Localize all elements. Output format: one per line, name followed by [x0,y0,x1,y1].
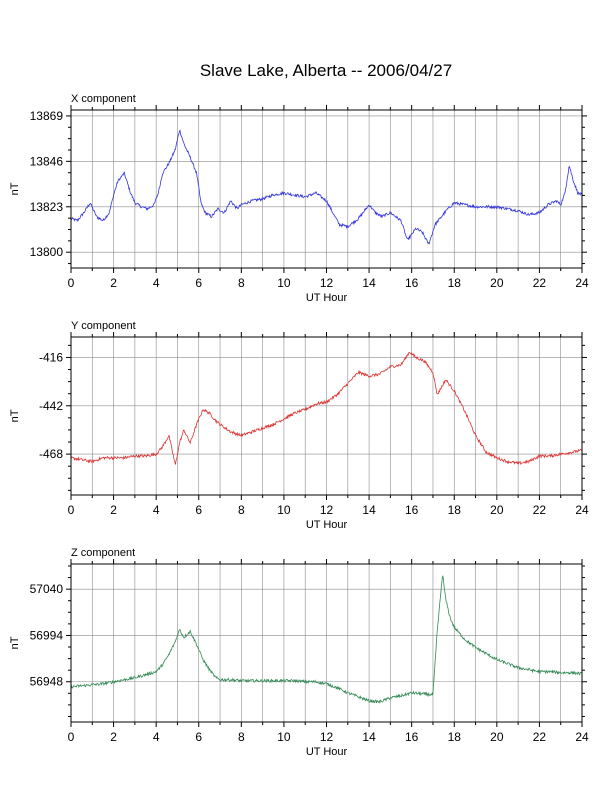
ylabel-y: nT [9,409,21,422]
xtick-label-x: 6 [195,276,202,290]
ylabel-x: nT [9,182,21,195]
xlabel-y: UT Hour [306,519,348,531]
xtick-label-y: 6 [195,503,202,517]
xtick-label-x: 2 [110,276,117,290]
ytick-label-y: -442 [39,399,63,413]
ytick-label-y: -468 [39,447,63,461]
ytick-label-x: 13869 [30,109,64,123]
xtick-label-y: 2 [110,503,117,517]
figure-title: Slave Lake, Alberta -- 2006/04/27 [200,61,452,80]
xtick-label-x: 20 [490,276,504,290]
xtick-label-z: 10 [277,730,291,744]
xtick-label-z: 24 [575,730,589,744]
xtick-label-y: 10 [277,503,291,517]
xlabel-x: UT Hour [306,292,348,304]
xlabel-z: UT Hour [306,746,348,758]
xtick-label-x: 18 [448,276,462,290]
trace-x [70,129,583,245]
ytick-label-x: 13846 [30,154,64,168]
xtick-label-z: 22 [533,730,547,744]
xtick-label-z: 20 [490,730,504,744]
xtick-label-z: 12 [320,730,334,744]
ytick-label-z: 56994 [30,628,64,642]
xtick-label-z: 4 [153,730,160,744]
xtick-label-x: 24 [575,276,589,290]
xtick-label-x: 0 [68,276,75,290]
xtick-label-y: 12 [320,503,334,517]
xtick-label-y: 20 [490,503,504,517]
ytick-label-y: -416 [39,350,63,364]
xtick-label-y: 8 [238,503,245,517]
trace-y [70,351,583,466]
ytick-label-x: 13800 [30,245,64,259]
xtick-label-x: 8 [238,276,245,290]
ylabel-z: nT [9,636,21,649]
xtick-label-z: 14 [362,730,376,744]
panel-title-y: Y component [71,320,136,332]
xtick-label-x: 10 [277,276,291,290]
xtick-label-x: 12 [320,276,334,290]
panel-title-x: X component [71,93,136,105]
xtick-label-y: 14 [362,503,376,517]
xtick-label-y: 18 [448,503,462,517]
panel-title-z: Z component [71,547,135,559]
xtick-label-y: 22 [533,503,547,517]
trace-z [70,575,583,705]
xtick-label-x: 16 [405,276,419,290]
xtick-label-z: 6 [195,730,202,744]
xtick-label-x: 22 [533,276,547,290]
xtick-label-y: 4 [153,503,160,517]
xtick-label-z: 0 [68,730,75,744]
xtick-label-y: 24 [575,503,589,517]
ytick-label-x: 13823 [30,200,64,214]
ytick-label-z: 56948 [30,675,64,689]
xtick-label-y: 0 [68,503,75,517]
xtick-label-y: 16 [405,503,419,517]
ytick-label-z: 57040 [30,582,64,596]
xtick-label-x: 4 [153,276,160,290]
xtick-label-x: 14 [362,276,376,290]
xtick-label-z: 18 [448,730,462,744]
xtick-label-z: 16 [405,730,419,744]
xtick-label-z: 2 [110,730,117,744]
xtick-label-z: 8 [238,730,245,744]
